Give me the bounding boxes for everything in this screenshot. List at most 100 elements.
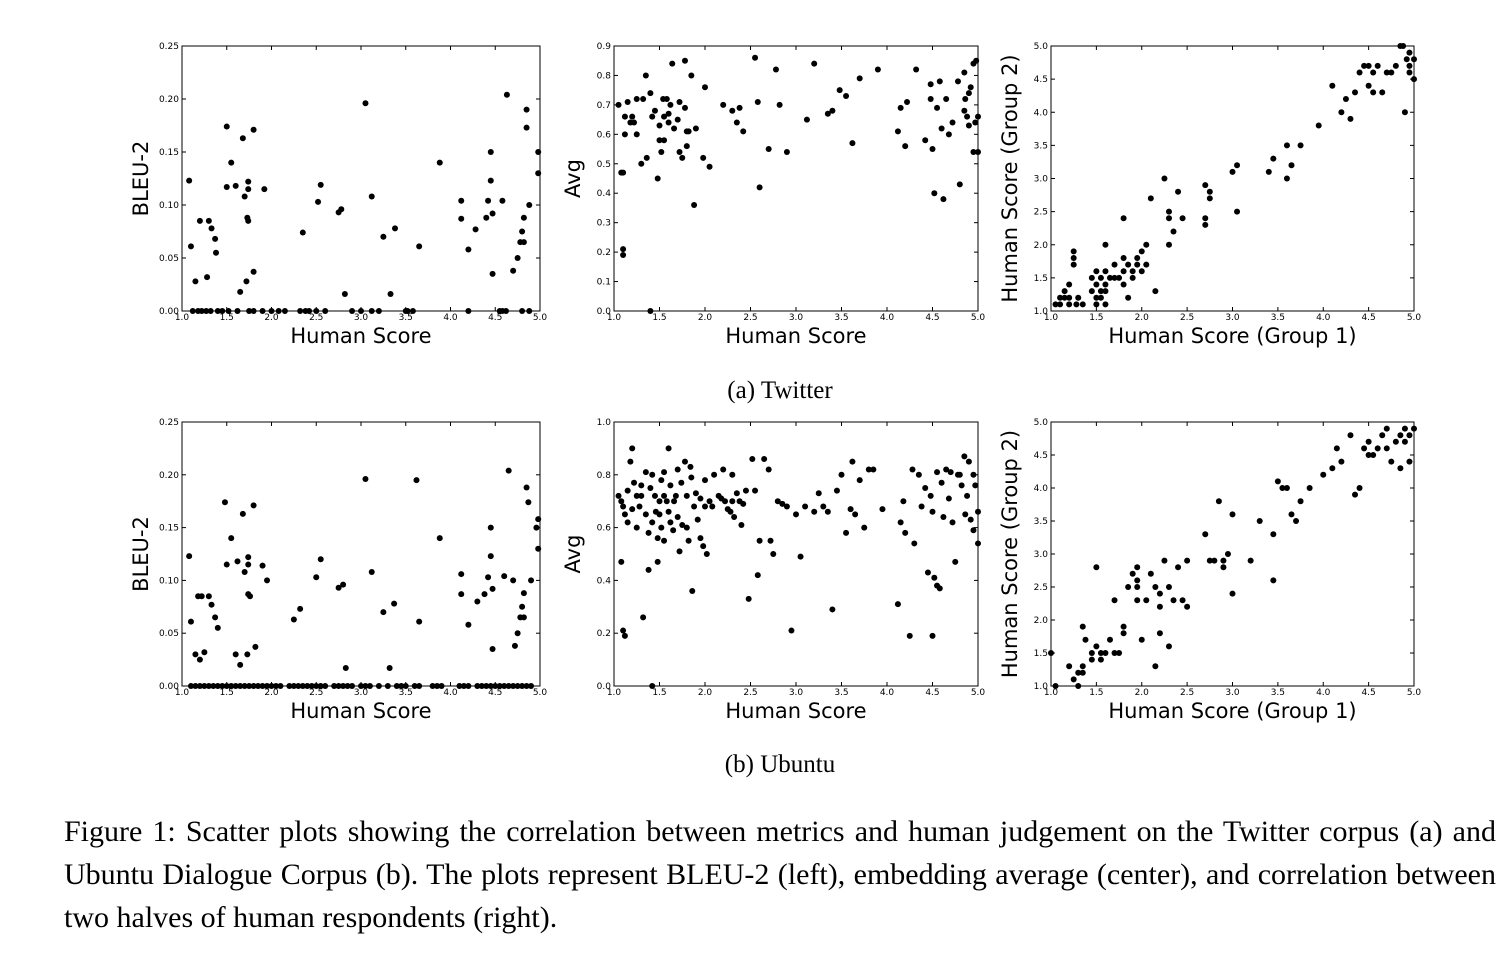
data-point xyxy=(404,308,411,314)
data-point xyxy=(340,683,347,689)
data-point xyxy=(1406,49,1413,56)
x-tick-label: 4.0 xyxy=(443,688,458,698)
x-tick-label: 5.0 xyxy=(971,688,986,698)
data-point xyxy=(207,308,214,314)
data-point xyxy=(722,498,729,505)
data-point xyxy=(1170,228,1177,235)
data-point xyxy=(244,651,251,658)
y-tick-label: 3.5 xyxy=(1034,517,1048,527)
data-point xyxy=(640,614,647,621)
y-tick-label: 3.0 xyxy=(1034,175,1049,185)
y-tick-label: 1.0 xyxy=(1034,307,1049,317)
data-point xyxy=(964,492,971,499)
data-point xyxy=(535,170,542,177)
data-point xyxy=(685,128,692,135)
data-point xyxy=(187,618,194,625)
data-point xyxy=(268,683,275,689)
data-point xyxy=(970,471,977,478)
data-point xyxy=(949,119,956,126)
data-point xyxy=(1097,650,1104,656)
y-tick-label: 0.4 xyxy=(597,189,612,199)
plot-frame xyxy=(1050,421,1415,687)
data-point xyxy=(940,196,947,203)
data-point xyxy=(1088,656,1095,663)
data-point xyxy=(656,498,663,505)
data-point xyxy=(487,149,494,155)
data-point xyxy=(221,499,228,506)
data-point xyxy=(308,683,315,689)
data-point xyxy=(501,573,508,580)
data-point xyxy=(499,197,506,204)
data-point xyxy=(1220,564,1227,571)
y-tick-label: 0.10 xyxy=(159,576,179,586)
data-point xyxy=(770,551,777,557)
data-point xyxy=(651,492,658,499)
data-point xyxy=(665,119,672,126)
data-point xyxy=(1165,241,1172,248)
data-point xyxy=(393,683,400,689)
data-point xyxy=(1265,168,1272,175)
data-point xyxy=(436,159,443,166)
data-point xyxy=(436,535,443,542)
data-point xyxy=(633,524,640,531)
x-tick-label: 1.5 xyxy=(652,688,666,698)
data-point xyxy=(380,233,387,240)
data-point xyxy=(1082,636,1089,643)
data-point xyxy=(489,270,496,277)
data-point xyxy=(313,574,320,581)
data-point xyxy=(413,477,420,484)
y-tick-label: 2.0 xyxy=(1034,241,1049,251)
data-point xyxy=(1365,452,1372,458)
data-point xyxy=(702,84,708,91)
data-point xyxy=(1116,650,1123,656)
data-point xyxy=(1383,69,1390,76)
data-point xyxy=(749,455,756,462)
data-point xyxy=(965,458,972,465)
data-point xyxy=(1106,636,1113,643)
data-point xyxy=(241,683,248,689)
data-point xyxy=(1406,62,1413,69)
data-point xyxy=(833,487,840,494)
data-point xyxy=(380,609,387,616)
data-point xyxy=(649,683,656,689)
data-point xyxy=(1406,458,1413,465)
data-point xyxy=(729,498,736,505)
data-point xyxy=(297,308,304,314)
chart-twitter-bleu2: 1.0 1.5 2.0 2.5 3.0 3.5 4.0 4.5 5.0 0.00 0.05 0.10 0… xyxy=(129,42,547,348)
data-point xyxy=(929,146,936,153)
data-point xyxy=(927,96,934,102)
data-point xyxy=(761,455,768,462)
data-point xyxy=(663,96,670,102)
data-point xyxy=(649,519,656,526)
data-point xyxy=(210,683,217,689)
data-point xyxy=(1361,445,1368,452)
data-point xyxy=(416,683,423,689)
x-axis-label: Human Score (Group 1) xyxy=(1108,324,1356,348)
data-point xyxy=(1306,485,1313,491)
data-point xyxy=(1211,557,1218,564)
data-point xyxy=(1048,650,1054,656)
y-tick-label: 0.05 xyxy=(159,254,179,264)
x-tick-label: 3.0 xyxy=(354,688,369,698)
data-point xyxy=(223,183,230,190)
x-tick-label: 3.5 xyxy=(834,688,848,698)
data-point xyxy=(856,75,863,82)
data-point xyxy=(1066,663,1073,670)
data-point xyxy=(1184,603,1191,610)
data-point xyxy=(1102,301,1109,308)
data-point xyxy=(909,466,916,473)
data-point xyxy=(1234,208,1241,215)
x-tick-label: 1.0 xyxy=(607,313,622,323)
data-point xyxy=(847,506,854,513)
data-point xyxy=(1120,268,1127,275)
data-point xyxy=(629,506,636,513)
data-point xyxy=(259,308,266,314)
data-point xyxy=(740,500,747,507)
data-point xyxy=(264,683,271,689)
data-point xyxy=(519,308,526,314)
data-point xyxy=(331,683,338,689)
data-point xyxy=(843,93,850,100)
y-tick-label: 4.0 xyxy=(1034,108,1049,118)
data-point xyxy=(1070,676,1077,683)
data-point xyxy=(922,137,929,144)
